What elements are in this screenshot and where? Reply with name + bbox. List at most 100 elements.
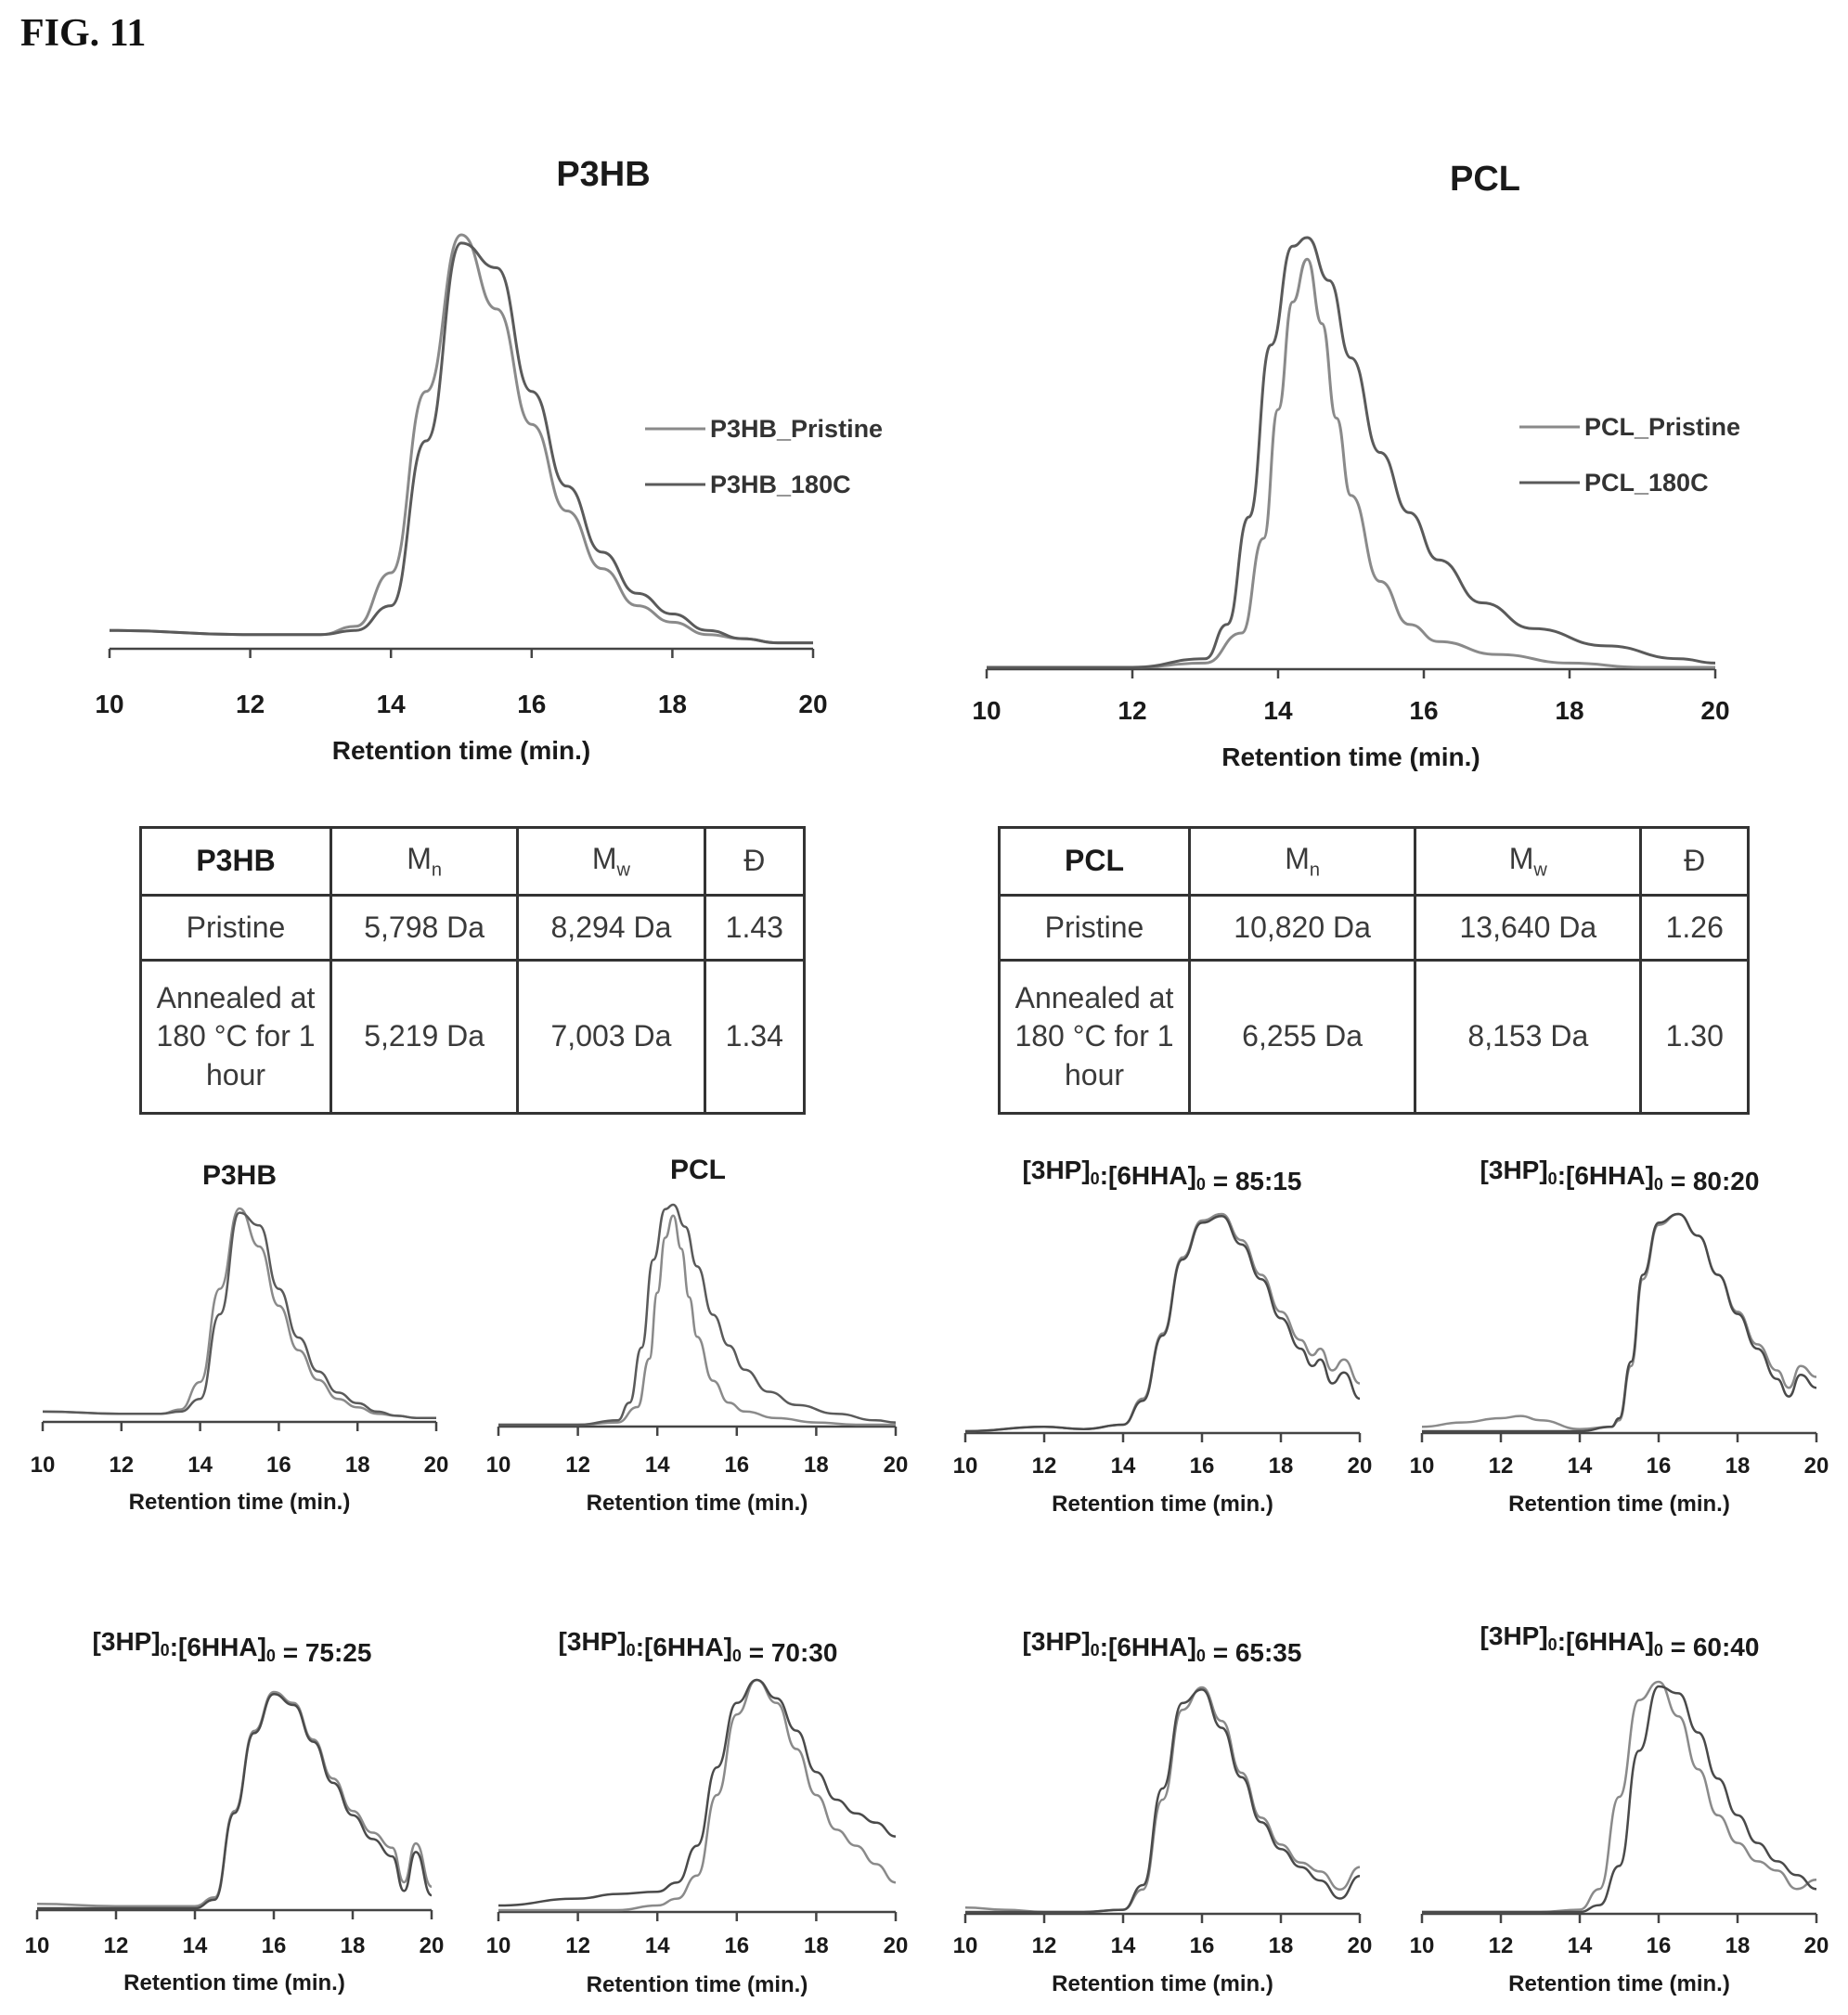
table-cell-mn: 5,219 Da [329, 959, 520, 1115]
x-tick-label: 18 [1269, 1933, 1294, 1958]
series-line-1 [498, 1678, 897, 1912]
x-tick-label: 20 [1700, 696, 1729, 725]
title-subscript: 0 [732, 1647, 742, 1665]
chart-title: PCL [670, 1155, 726, 1185]
title-segment: :[6HHA] [636, 1633, 732, 1661]
title-subscript: 0 [1196, 1175, 1206, 1194]
title-subscript: 0 [266, 1647, 276, 1665]
x-tick-label: 10 [953, 1453, 978, 1479]
table-cell-dispersity: 1.43 [703, 894, 807, 962]
chart-small-pcl: PCL 10 12 14 16 18 20 Retention time (min.) [486, 1155, 909, 1516]
series-line-2 [1421, 1212, 1817, 1433]
table-header-dispersity: Đ [1639, 826, 1750, 897]
x-tick-label: 16 [517, 690, 546, 718]
x-tick-label: 12 [236, 690, 265, 718]
table-header-polymer: PCL [998, 826, 1191, 897]
x-tick-label: 14 [645, 1933, 670, 1958]
table-header-mw: Mw [516, 826, 706, 897]
series-line-2 [498, 1203, 897, 1427]
title-subscript: 0 [1091, 1641, 1100, 1660]
table-header-row: PCL Mn Mw Đ [998, 826, 1750, 897]
x-tick-label: 18 [1725, 1933, 1751, 1958]
x-tick-label: 16 [1647, 1453, 1672, 1479]
table-cell-dispersity: 1.30 [1639, 959, 1750, 1115]
x-tick-label: 18 [345, 1453, 370, 1478]
header-mw-symbol: M [591, 842, 617, 876]
x-tick-label: 14 [1568, 1933, 1593, 1958]
x-axis-label: Retention time (min.) [587, 1491, 808, 1516]
title-subscript: 0 [161, 1641, 170, 1660]
table-header-row: P3HB Mn Mw Đ [139, 826, 807, 897]
title-segment: :[6HHA] [1100, 1633, 1196, 1661]
x-tick-label: 12 [109, 1453, 134, 1478]
x-tick-label: 20 [1348, 1453, 1373, 1479]
title-subscript: 0 [1091, 1169, 1100, 1188]
title-segment: :[6HHA] [1557, 1161, 1654, 1190]
title-segment: :[6HHA] [1100, 1161, 1196, 1190]
table-row: Annealed at 180 °C for 1 hour 6,255 Da 8… [998, 959, 1750, 1115]
title-segment: [3HP] [1023, 1156, 1091, 1184]
x-tick-label: 16 [1409, 696, 1438, 725]
table-row: Pristine 10,820 Da 13,640 Da 1.26 [998, 894, 1750, 962]
series-line-2 [986, 236, 1716, 669]
x-tick-label: 12 [1118, 696, 1146, 725]
chart-title: P3HB [556, 155, 650, 194]
series-line-2 [965, 1688, 1361, 1914]
title-segment: :[6HHA] [170, 1633, 266, 1661]
x-tick-label: 20 [420, 1933, 445, 1958]
series-line-1 [1421, 1212, 1817, 1430]
table-cell-condition: Annealed at 180 °C for 1 hour [998, 959, 1191, 1115]
chart-title: [3HP]0:[6HHA]0 = 60:40 [1480, 1621, 1760, 1661]
series-line-2 [109, 241, 813, 645]
x-axis-label: Retention time (min.) [129, 1490, 351, 1515]
series-line-1 [964, 1212, 1361, 1433]
x-tick-label: 16 [1190, 1933, 1215, 1958]
p3hb-molecular-weight-table: P3HB Mn Mw Đ Pristine 5,798 Da 8,294 Da … [139, 826, 807, 1115]
x-tick-label: 10 [1410, 1453, 1435, 1479]
pcl-molecular-weight-table: PCL Mn Mw Đ Pristine 10,820 Da 13,640 Da… [998, 826, 1750, 1115]
header-mn-symbol: M [407, 842, 432, 876]
series-line-2 [498, 1678, 897, 1907]
series-line-1 [498, 1214, 896, 1427]
title-subscript: 0 [1196, 1647, 1206, 1665]
x-tick-label: 12 [1032, 1933, 1057, 1958]
chart-large-pcl: PCL 10 12 14 16 18 20 Retention time (min.) PCL_… [972, 160, 1740, 771]
x-tick-label: 18 [1555, 696, 1583, 725]
x-tick-label: 14 [183, 1933, 208, 1958]
header-mn-subscript: n [1309, 859, 1320, 881]
title-segment: [3HP] [1480, 1621, 1548, 1650]
table-header-mn: Mn [1187, 826, 1417, 897]
x-tick-label: 16 [1647, 1933, 1672, 1958]
table-cell-mw: 13,640 Da [1414, 894, 1643, 962]
x-tick-label: 20 [884, 1453, 909, 1478]
x-tick-label: 12 [565, 1933, 590, 1958]
x-tick-label: 18 [804, 1453, 829, 1478]
header-mw-subscript: w [616, 859, 630, 881]
x-tick-label: 18 [341, 1933, 366, 1958]
x-tick-label: 12 [1032, 1453, 1057, 1479]
chart-title: PCL [1450, 160, 1520, 199]
title-segment: = 80:20 [1663, 1167, 1760, 1195]
x-tick-label: 12 [104, 1933, 129, 1958]
table-cell-condition: Pristine [139, 894, 332, 962]
x-tick-label: 14 [1111, 1453, 1136, 1479]
x-axis-label: Retention time (min.) [1052, 1971, 1273, 1996]
table-header-mw: Mw [1414, 826, 1643, 897]
series-line-1 [986, 257, 1715, 669]
series-line-1 [964, 1686, 1361, 1914]
legend-label: PCL_180C [1584, 469, 1709, 497]
x-tick-label: 10 [31, 1453, 56, 1478]
title-segment: [3HP] [1023, 1627, 1091, 1656]
table-cell-mn: 5,798 Da [329, 894, 520, 962]
table-cell-mw: 8,294 Da [516, 894, 706, 962]
x-tick-label: 20 [798, 690, 827, 718]
table-header-mn: Mn [329, 826, 520, 897]
table-cell-mn: 6,255 Da [1187, 959, 1417, 1115]
legend-label: P3HB_Pristine [710, 415, 883, 443]
title-segment: = 70:30 [742, 1638, 838, 1667]
legend-label: P3HB_180C [710, 471, 851, 498]
title-segment: = 65:35 [1206, 1638, 1302, 1667]
